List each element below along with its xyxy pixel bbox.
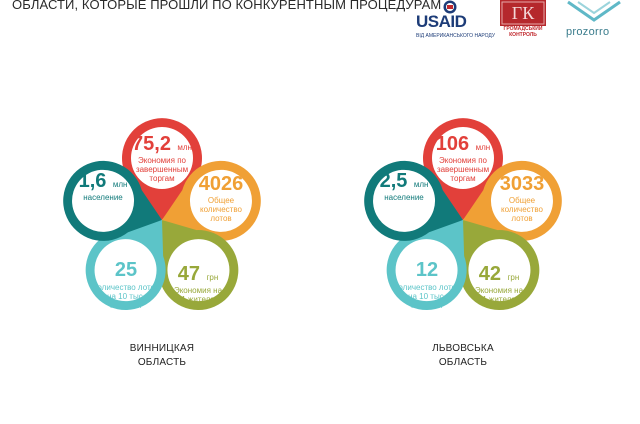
- petal-lots-per: [370, 196, 496, 326]
- savings-label-2: завершенным: [136, 165, 188, 174]
- gk-logo: ГК: [496, 0, 552, 42]
- per-capita-value: 42 грн: [479, 263, 520, 285]
- petal-lots-per: [69, 196, 195, 326]
- per-capita-label-1: Экономия на: [174, 286, 223, 295]
- population-value: 2,5 млн: [380, 170, 429, 192]
- lots-per-label-1: Количество лотов: [394, 283, 461, 292]
- petal-savings: [423, 118, 503, 220]
- lots-value: 3033: [500, 173, 545, 195]
- gk-mark: ГК: [512, 3, 535, 23]
- savings-label-1: Экономия по: [138, 156, 187, 165]
- prozorro-chevron-icon: [567, 0, 621, 22]
- savings-label-1: Экономия по: [439, 156, 488, 165]
- logos-bar: USAID ВІД АМЕРИКАНСЬКОГО НАРОДУ ГК ГРОМА…: [416, 0, 640, 50]
- lots-label-3: лотов: [210, 214, 231, 223]
- petal-savings: [122, 118, 202, 220]
- gk-badge-icon: ГК: [500, 0, 546, 26]
- population-label: население: [83, 193, 123, 202]
- petal-lots: [450, 150, 573, 259]
- petal-per-capita: [129, 196, 255, 326]
- petal-per-capita: [430, 196, 556, 326]
- usaid-seal-icon: [443, 0, 457, 14]
- population-label: население: [384, 193, 424, 202]
- usaid-tagline: ВІД АМЕРИКАНСЬКОГО НАРОДУ: [416, 33, 496, 39]
- lots-per-label-3: жителей: [411, 301, 442, 310]
- savings-label-3: торгам: [149, 174, 174, 183]
- region-name-lviv: ЛЬВОВСЬКА ОБЛАСТЬ: [432, 343, 494, 368]
- population-value: 1,6 млн: [79, 170, 128, 192]
- usaid-logo: USAID ВІД АМЕРИКАНСЬКОГО НАРОДУ: [416, 0, 495, 42]
- savings-label-2: завершенным: [437, 165, 489, 174]
- lots-value: 4026: [199, 173, 244, 195]
- savings-value: 106 млн: [436, 133, 490, 155]
- savings-label-3: торгам: [450, 174, 475, 183]
- lots-per-label-2: на 10 тыс.: [107, 292, 145, 301]
- lots-per-label-1: Количество лотов: [93, 283, 160, 292]
- per-capita-label-1: Экономия на: [475, 286, 524, 295]
- lots-per-value: 25: [115, 259, 137, 281]
- petal-population: [52, 150, 175, 259]
- petal-population: [353, 150, 476, 259]
- usaid-wordmark: USAID: [416, 12, 467, 31]
- petal-lots: [149, 150, 272, 259]
- per-capita-value: 47 грн: [178, 263, 219, 285]
- lots-per-label-3: жителей: [110, 301, 141, 310]
- lots-per-label-2: на 10 тыс.: [408, 292, 446, 301]
- per-capita-label-2: 1 жителя: [181, 295, 214, 304]
- lots-label-1: Общее: [509, 196, 536, 205]
- lots-label-2: количество: [200, 205, 242, 214]
- lots-label-2: количество: [501, 205, 543, 214]
- prozorro-wordmark: prozorro: [566, 26, 610, 38]
- region-lviv: 106 млн Экономия по завершенным торгам 3…: [353, 118, 573, 326]
- region-name-vinnytsia: ВИННИЦКАЯ ОБЛАСТЬ: [129, 343, 195, 368]
- lots-label-3: лотов: [511, 214, 532, 223]
- lots-label-1: Общее: [208, 196, 235, 205]
- savings-value: 75,2 млн: [132, 133, 192, 155]
- per-capita-label-2: 1 жителя: [482, 295, 515, 304]
- region-vinnytsia: 75,2 млн Экономия по завершенным торгам …: [52, 118, 272, 326]
- lots-per-value: 12: [416, 259, 438, 281]
- page-title: ОБЛАСТИ, КОТОРЫЕ ПРОШЛИ ПО КОНКУРЕНТНЫМ …: [12, 0, 442, 12]
- gk-tagline: ГРОМАДСЬКИЙ КОНТРОЛЬ: [503, 26, 543, 38]
